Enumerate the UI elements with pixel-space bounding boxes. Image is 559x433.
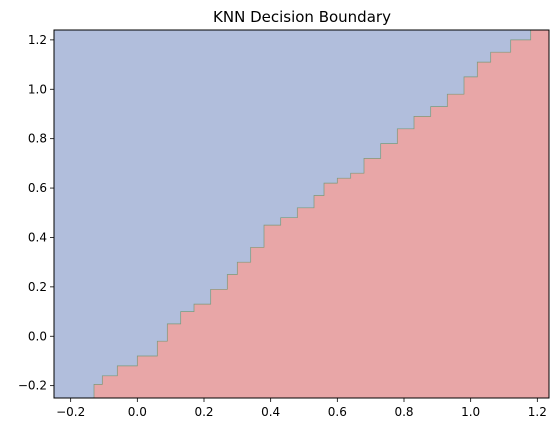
y-tick-label: 0.6 [28, 181, 47, 195]
x-tick-label: 0.4 [261, 405, 280, 419]
x-tick-label: 0.6 [328, 405, 347, 419]
y-tick-label: −0.2 [18, 379, 47, 393]
x-tick-label: 0.2 [194, 405, 213, 419]
plot-frame [53, 29, 550, 399]
x-tick-label: 0.8 [394, 405, 413, 419]
chart-title: KNN Decision Boundary [213, 8, 391, 26]
y-tick-label: 0.4 [28, 230, 47, 244]
decision-boundary-line [68, 30, 532, 398]
y-tick-label: 0.0 [28, 329, 47, 343]
y-tick-label: 0.8 [28, 132, 47, 146]
x-tick-label: −0.2 [56, 405, 85, 419]
y-tick-label: 1.2 [28, 33, 47, 47]
x-tick-label: 1.2 [528, 405, 547, 419]
plot-area [54, 30, 549, 398]
y-tick-label: 0.2 [28, 280, 47, 294]
y-tick-label: 1.0 [28, 82, 47, 96]
region-lower-right [69, 30, 549, 398]
x-tick-label: 1.0 [461, 405, 480, 419]
x-tick-label: 0.0 [128, 405, 147, 419]
